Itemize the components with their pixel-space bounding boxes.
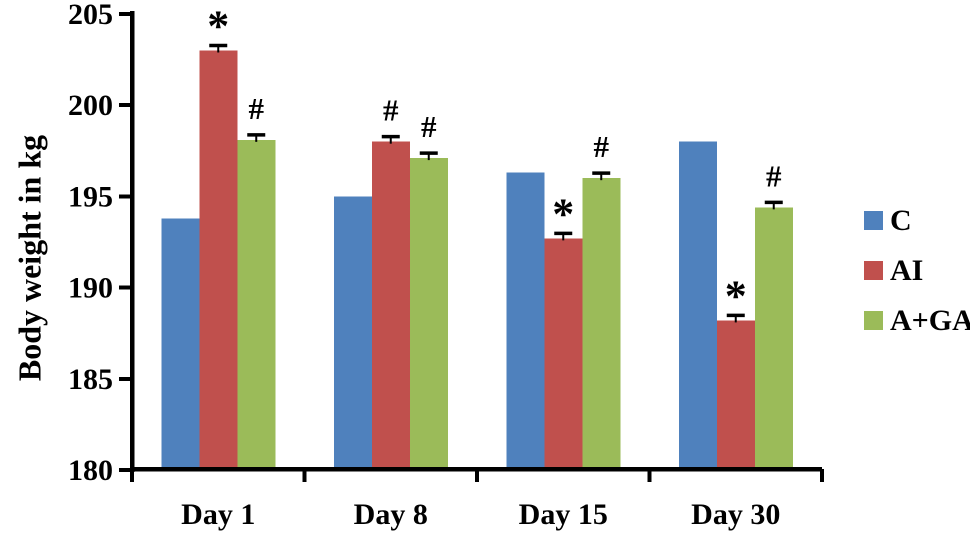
chart-legend: C AI A+GA bbox=[864, 204, 970, 337]
legend-item-ai: AI bbox=[864, 254, 970, 287]
bar-ai-day-15 bbox=[544, 238, 583, 471]
legend-label-ai: AI bbox=[890, 254, 924, 287]
annotation-hash: # bbox=[383, 93, 399, 128]
bar-a+ga-day-1 bbox=[237, 139, 276, 471]
x-category-label: Day 30 bbox=[691, 498, 780, 531]
bar-ai-day-1 bbox=[199, 50, 238, 471]
x-category-label: Day 8 bbox=[354, 498, 428, 531]
annotation-hash: # bbox=[249, 91, 265, 126]
annotation-asterisk: * bbox=[725, 271, 747, 320]
bar-c-day-8 bbox=[333, 196, 372, 471]
legend-swatch-a-ga bbox=[864, 311, 883, 330]
annotation-asterisk: * bbox=[207, 1, 229, 50]
bar-c-day-30 bbox=[678, 141, 717, 471]
y-axis-title: Body weight in kg bbox=[11, 134, 48, 382]
y-tick-label: 200 bbox=[68, 89, 113, 122]
bar-c-day-1 bbox=[161, 218, 200, 471]
legend-label-a-ga: A+GA bbox=[890, 304, 970, 337]
bar-a+ga-day-15 bbox=[582, 178, 621, 471]
y-tick-label: 190 bbox=[68, 272, 113, 305]
y-tick-label: 185 bbox=[68, 363, 113, 396]
annotation-hash: # bbox=[421, 109, 437, 144]
x-category-label: Day 15 bbox=[519, 498, 608, 531]
annotation-hash: # bbox=[594, 129, 610, 164]
legend-item-c: C bbox=[864, 204, 970, 237]
bar-c-day-15 bbox=[506, 172, 545, 472]
bar-ai-day-8 bbox=[371, 141, 410, 471]
legend-swatch-ai bbox=[864, 261, 883, 280]
annotation-asterisk: * bbox=[552, 189, 574, 238]
legend-label-c: C bbox=[890, 204, 912, 237]
bar-a+ga-day-30 bbox=[754, 207, 793, 471]
annotation-hash: # bbox=[766, 158, 782, 193]
legend-swatch-c bbox=[864, 211, 883, 230]
bar-ai-day-30 bbox=[716, 320, 755, 471]
y-tick-label: 195 bbox=[68, 180, 113, 213]
x-category-label: Day 1 bbox=[181, 498, 255, 531]
y-tick-label: 205 bbox=[68, 0, 113, 31]
y-tick-label: 180 bbox=[68, 454, 113, 487]
bar-a+ga-day-8 bbox=[409, 158, 448, 471]
legend-item-a-ga: A+GA bbox=[864, 304, 970, 337]
